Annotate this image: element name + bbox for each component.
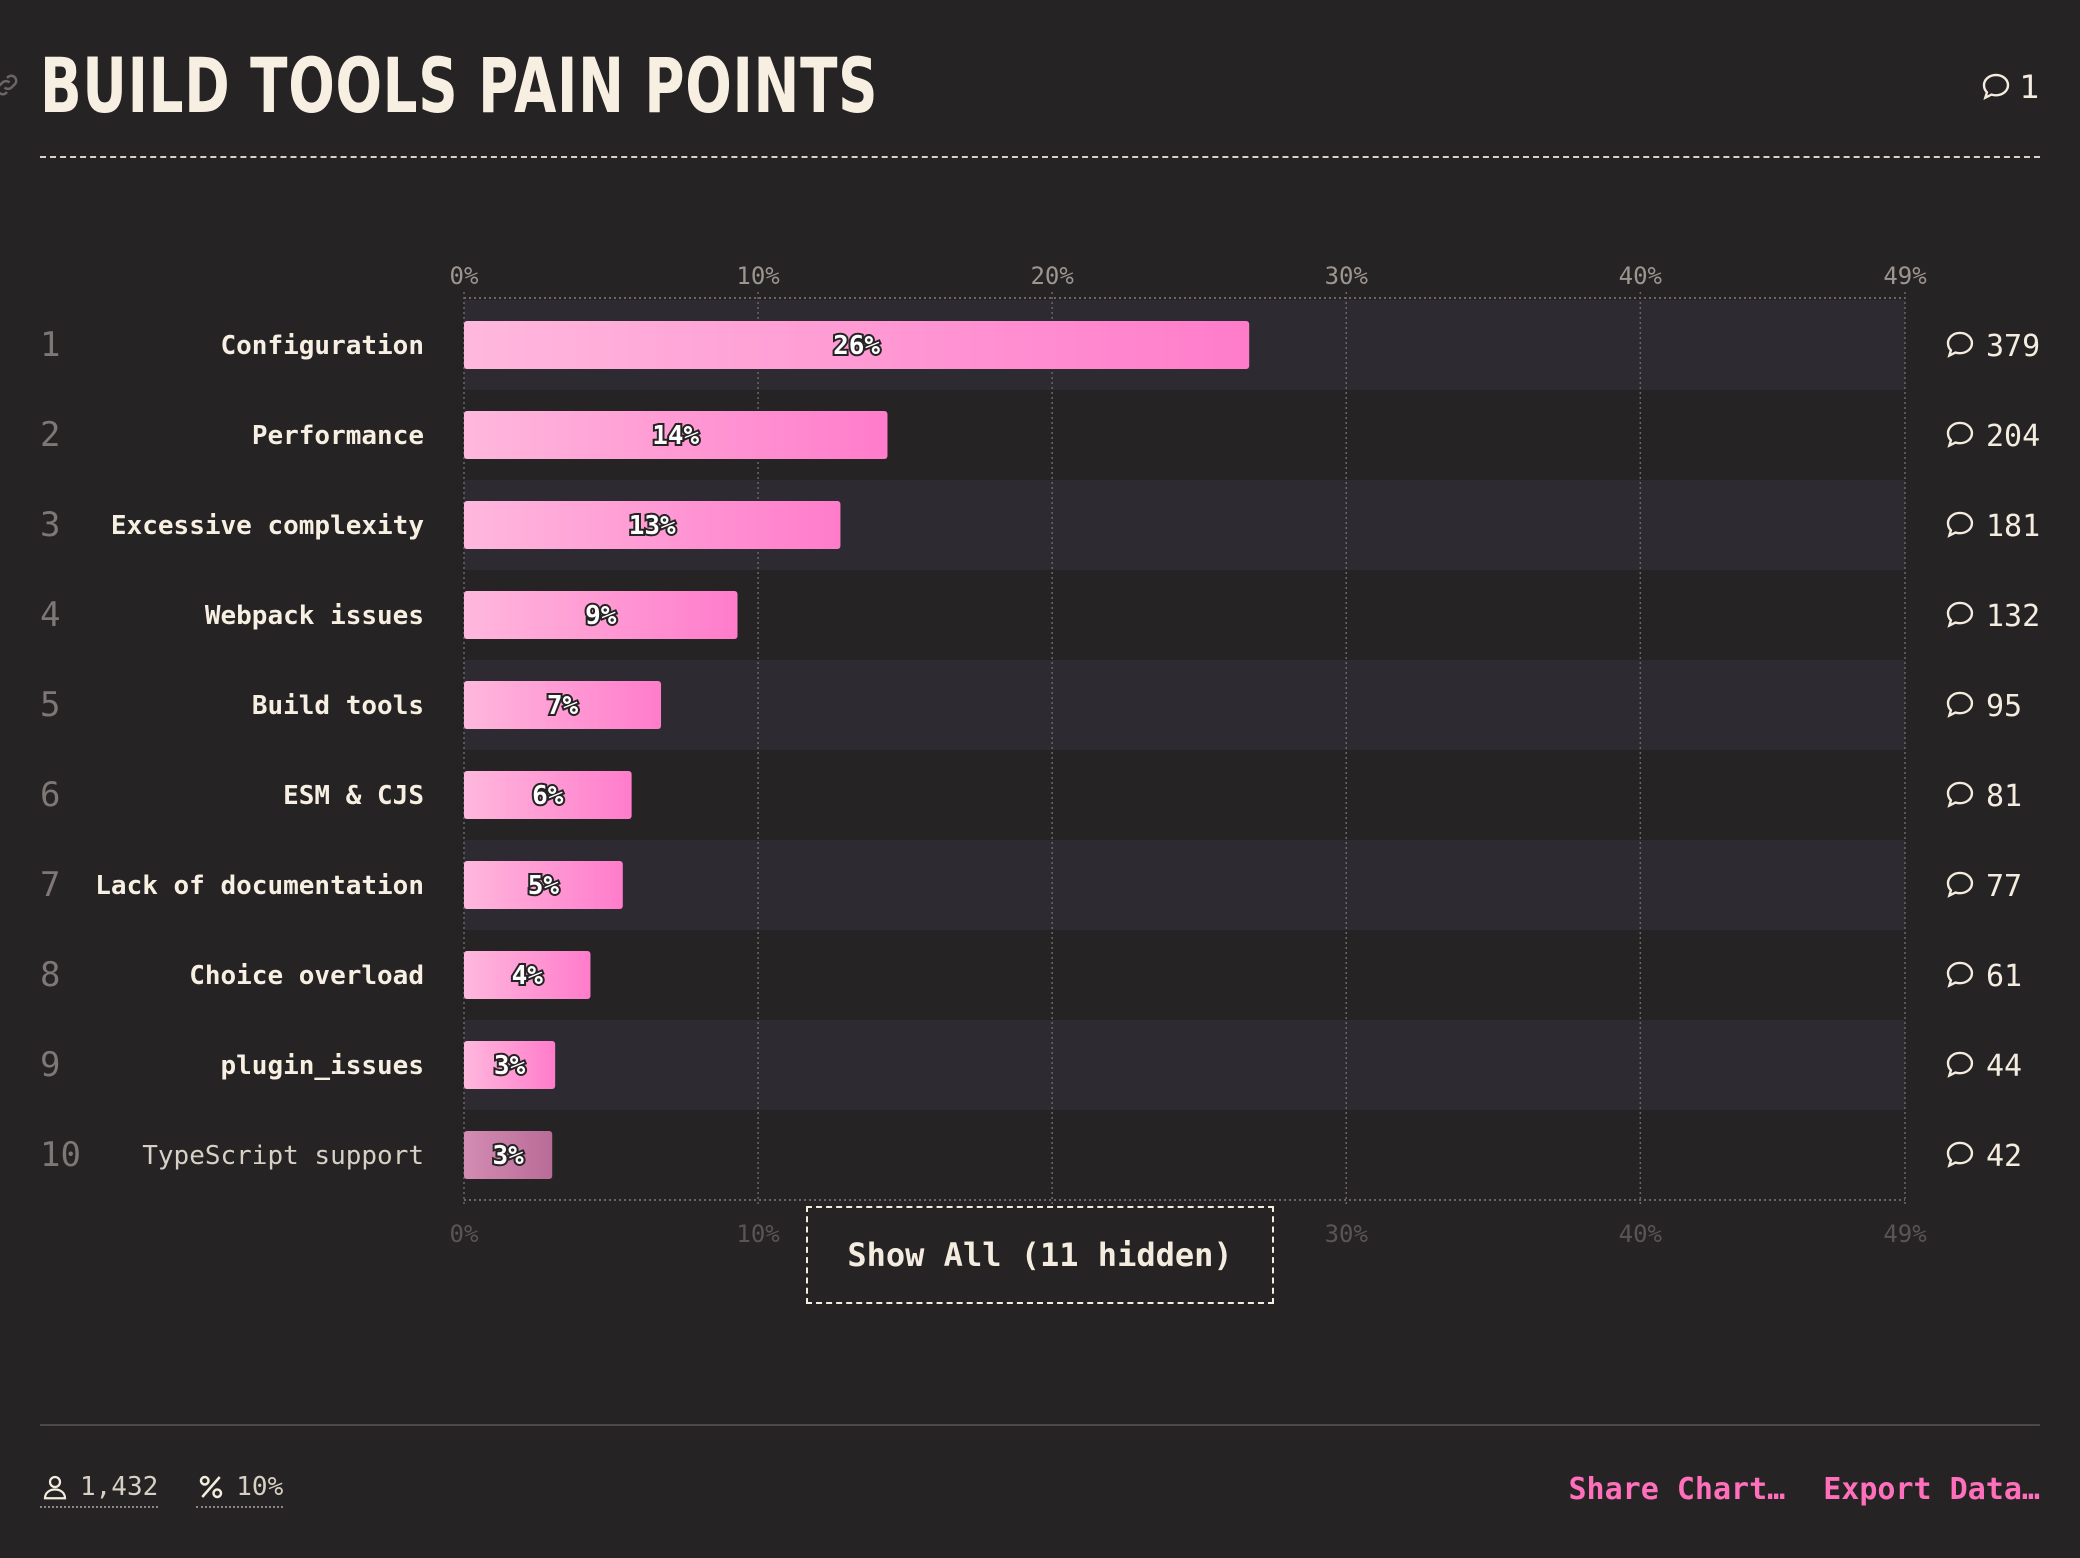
comment-icon[interactable] (1946, 331, 1974, 358)
x-tick-label-bottom: 49% (1883, 1220, 1927, 1248)
category-label[interactable]: ESM & CJS (283, 781, 424, 811)
percent-icon (200, 1475, 223, 1499)
category-label[interactable]: Excessive complexity (111, 511, 424, 541)
footer-divider (40, 1424, 2040, 1426)
chart-comments-button[interactable]: 1 (1980, 68, 2040, 106)
page-title: BUILD TOOLS PAIN POINTS (40, 41, 879, 130)
header-divider (40, 156, 2040, 158)
comment-icon (1982, 73, 2009, 100)
x-tick-label-top: 10% (736, 262, 780, 290)
rank-number: 4 (40, 595, 60, 635)
row-band (464, 1020, 1905, 1110)
comment-count: 81 (1986, 779, 2022, 814)
bar[interactable] (464, 1131, 553, 1179)
comment-count: 61 (1986, 959, 2022, 994)
x-tick-label-bottom: 30% (1325, 1220, 1369, 1248)
bar[interactable] (464, 591, 738, 639)
comment-count: 204 (1986, 419, 2040, 454)
bar[interactable] (464, 951, 591, 999)
bar-value-label: 7% (547, 691, 579, 721)
comment-icon[interactable] (1946, 1051, 1974, 1078)
comment-count: 379 (1986, 329, 2040, 364)
rank-number: 5 (40, 685, 60, 725)
bar-value-label: 9% (585, 601, 617, 631)
percentage-value: 10% (236, 1472, 284, 1502)
bar[interactable] (464, 681, 662, 729)
comment-icon[interactable] (1946, 511, 1974, 538)
rank-number: 10 (40, 1135, 81, 1175)
row-band (464, 660, 1905, 750)
comment-icon[interactable] (1946, 871, 1974, 898)
category-label[interactable]: Lack of documentation (95, 871, 424, 901)
category-label[interactable]: plugin_issues (221, 1051, 425, 1081)
rank-number: 1 (40, 325, 60, 365)
comment-icon[interactable] (1946, 421, 1974, 448)
bar-value-label: 5% (528, 871, 560, 901)
bar[interactable] (464, 321, 1250, 369)
export-data-link[interactable]: Export Data… (1823, 1472, 2040, 1507)
row-band (464, 840, 1905, 930)
bar[interactable] (464, 861, 623, 909)
rank-number: 7 (40, 865, 60, 905)
comment-count: 44 (1986, 1049, 2022, 1084)
category-label[interactable]: Choice overload (189, 961, 424, 991)
show-all-button[interactable]: Show All (11 hidden) (806, 1206, 1274, 1304)
rank-number: 2 (40, 415, 60, 455)
category-label[interactable]: Build tools (252, 691, 424, 721)
chart-comment-count: 1 (2019, 68, 2040, 106)
bar[interactable] (464, 411, 888, 459)
x-tick-label-bottom: 40% (1619, 1220, 1663, 1248)
bar-value-label: 13% (629, 511, 676, 541)
bar[interactable] (464, 501, 841, 549)
x-tick-label-top: 0% (450, 262, 479, 290)
rank-number: 6 (40, 775, 60, 815)
rank-number: 8 (40, 955, 60, 995)
bar-value-label: 3% (492, 1141, 524, 1171)
comment-count: 95 (1986, 689, 2022, 724)
comment-count: 132 (1986, 599, 2040, 634)
comment-count: 42 (1986, 1139, 2022, 1174)
share-chart-link[interactable]: Share Chart… (1568, 1472, 1786, 1507)
bar-chart: 0%0%10%10%20%20%30%30%40%40%49%49%1Confi… (40, 262, 2040, 1248)
footer-stats: 1,432 10% (40, 1472, 284, 1508)
x-tick-label-bottom: 10% (736, 1220, 780, 1248)
x-tick-label-top: 40% (1619, 262, 1663, 290)
respondents-count: 1,432 (80, 1472, 159, 1502)
rank-number: 9 (40, 1045, 60, 1085)
x-tick-label-top: 30% (1325, 262, 1369, 290)
bar-value-label: 6% (532, 781, 564, 811)
respondents-stat[interactable]: 1,432 (40, 1472, 159, 1508)
link-icon[interactable] (0, 70, 22, 100)
percentage-stat[interactable]: 10% (196, 1472, 284, 1508)
x-tick-label-top: 49% (1883, 262, 1927, 290)
comment-icon[interactable] (1946, 601, 1974, 628)
comment-count: 181 (1986, 509, 2040, 544)
comment-icon[interactable] (1946, 961, 1974, 988)
bar-value-label: 26% (833, 331, 880, 361)
comment-icon[interactable] (1946, 691, 1974, 718)
footer-actions: Share Chart… Export Data… (1569, 1472, 2041, 1507)
bar[interactable] (464, 771, 632, 819)
category-label[interactable]: Configuration (221, 331, 425, 361)
category-label[interactable]: TypeScript support (142, 1141, 424, 1171)
bar[interactable] (464, 1041, 556, 1089)
bar-value-label: 14% (652, 421, 699, 451)
comment-icon[interactable] (1946, 1141, 1974, 1168)
x-tick-label-bottom: 0% (450, 1220, 479, 1248)
category-label[interactable]: Webpack issues (205, 601, 424, 631)
bar-value-label: 4% (512, 961, 544, 991)
comment-icon[interactable] (1946, 781, 1974, 808)
user-icon (43, 1475, 67, 1500)
bar-value-label: 3% (494, 1051, 526, 1081)
rank-number: 3 (40, 505, 60, 545)
category-label[interactable]: Performance (252, 421, 424, 451)
x-tick-label-top: 20% (1030, 262, 1074, 290)
comment-count: 77 (1986, 869, 2022, 904)
